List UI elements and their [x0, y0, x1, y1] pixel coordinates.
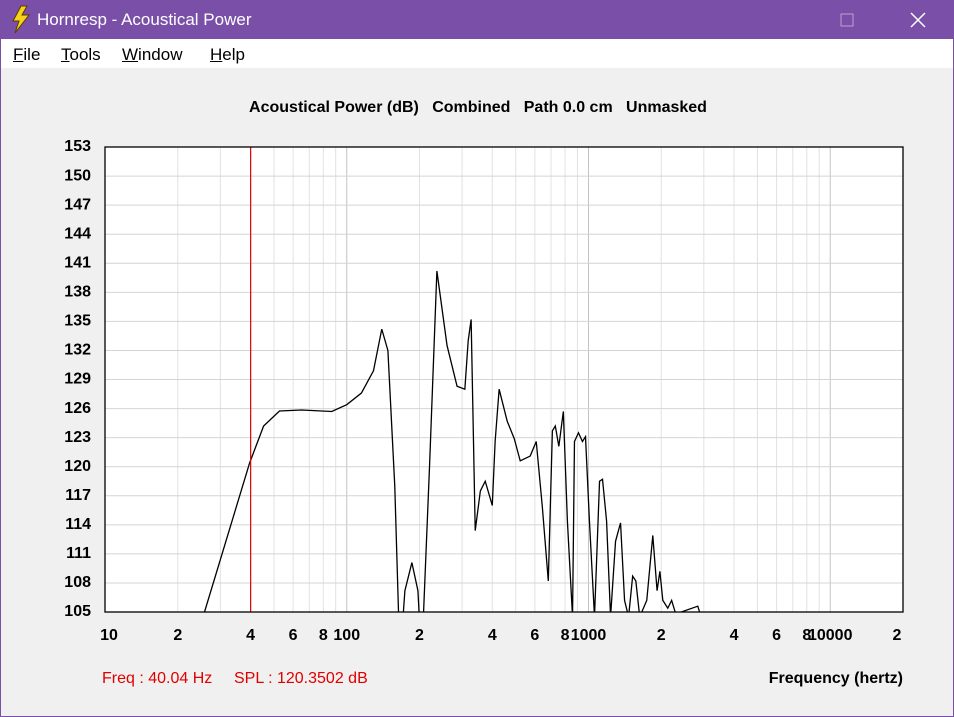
y-tick-label: 144	[64, 225, 91, 242]
app-icon	[12, 5, 31, 34]
x-tick-label: 2	[657, 627, 666, 644]
y-tick-label: 123	[64, 429, 91, 446]
plot-frame	[104, 146, 904, 613]
x-tick-label: 4	[488, 627, 497, 644]
x-tick-label: 6	[772, 627, 781, 644]
x-tick-label: 2	[173, 627, 182, 644]
y-tick-label: 138	[64, 284, 91, 301]
annotation: Freq : 40.04 Hz	[102, 670, 212, 687]
x-tick-label: 1000	[571, 627, 607, 644]
y-tick-label: 132	[64, 342, 91, 359]
response-curve	[203, 270, 701, 612]
x-tick-label: 8	[561, 627, 570, 644]
menu-item[interactable]: File	[13, 45, 41, 64]
maximize-button[interactable]	[840, 13, 854, 27]
y-tick-label: 120	[64, 458, 91, 475]
x-tick-label: 4	[246, 627, 255, 644]
menu-item[interactable]: Help	[210, 45, 245, 64]
y-tick-label: 150	[64, 167, 91, 184]
menu-bar: File Tools Window Help	[1, 39, 953, 68]
y-tick-label: 108	[64, 574, 91, 591]
y-tick-label: 117	[65, 487, 91, 504]
annotation: SPL : 120.3502 dB	[234, 670, 368, 687]
x-tick-label: 4	[730, 627, 739, 644]
y-tick-label: 114	[65, 516, 91, 533]
x-tick-label: 2	[893, 627, 902, 644]
x-tick-label: 8	[802, 627, 811, 644]
chart-title: Acoustical Power (dB) Combined Path 0.0 …	[249, 99, 707, 116]
y-tick-label: 126	[64, 400, 91, 417]
menu-item[interactable]: Window	[122, 45, 183, 64]
y-tick-label: 105	[64, 603, 91, 620]
x-tick-label: 10000	[808, 627, 853, 644]
plot-clip	[203, 270, 701, 612]
y-tick-label: 111	[66, 545, 91, 562]
y-tick-label: 129	[64, 371, 91, 388]
window-controls	[840, 12, 926, 28]
x-tick-label: 10	[100, 627, 118, 644]
y-tick-label: 147	[64, 196, 91, 213]
x-axis-label: Frequency (hertz)	[769, 670, 903, 687]
x-tick-label: 6	[289, 627, 298, 644]
y-tick-label: 135	[64, 313, 91, 330]
window-title: Hornresp - Acoustical Power	[37, 10, 252, 29]
y-tick-label: 141	[64, 254, 91, 271]
x-tick-label: 2	[415, 627, 424, 644]
x-tick-label: 6	[530, 627, 539, 644]
menu-item[interactable]: Tools	[61, 45, 101, 64]
title-bar: Hornresp - Acoustical Power	[1, 1, 953, 39]
x-tick-label: 100	[333, 627, 360, 644]
x-tick-label: 8	[319, 627, 328, 644]
close-button[interactable]	[910, 12, 926, 28]
y-tick-label: 153	[64, 138, 91, 155]
